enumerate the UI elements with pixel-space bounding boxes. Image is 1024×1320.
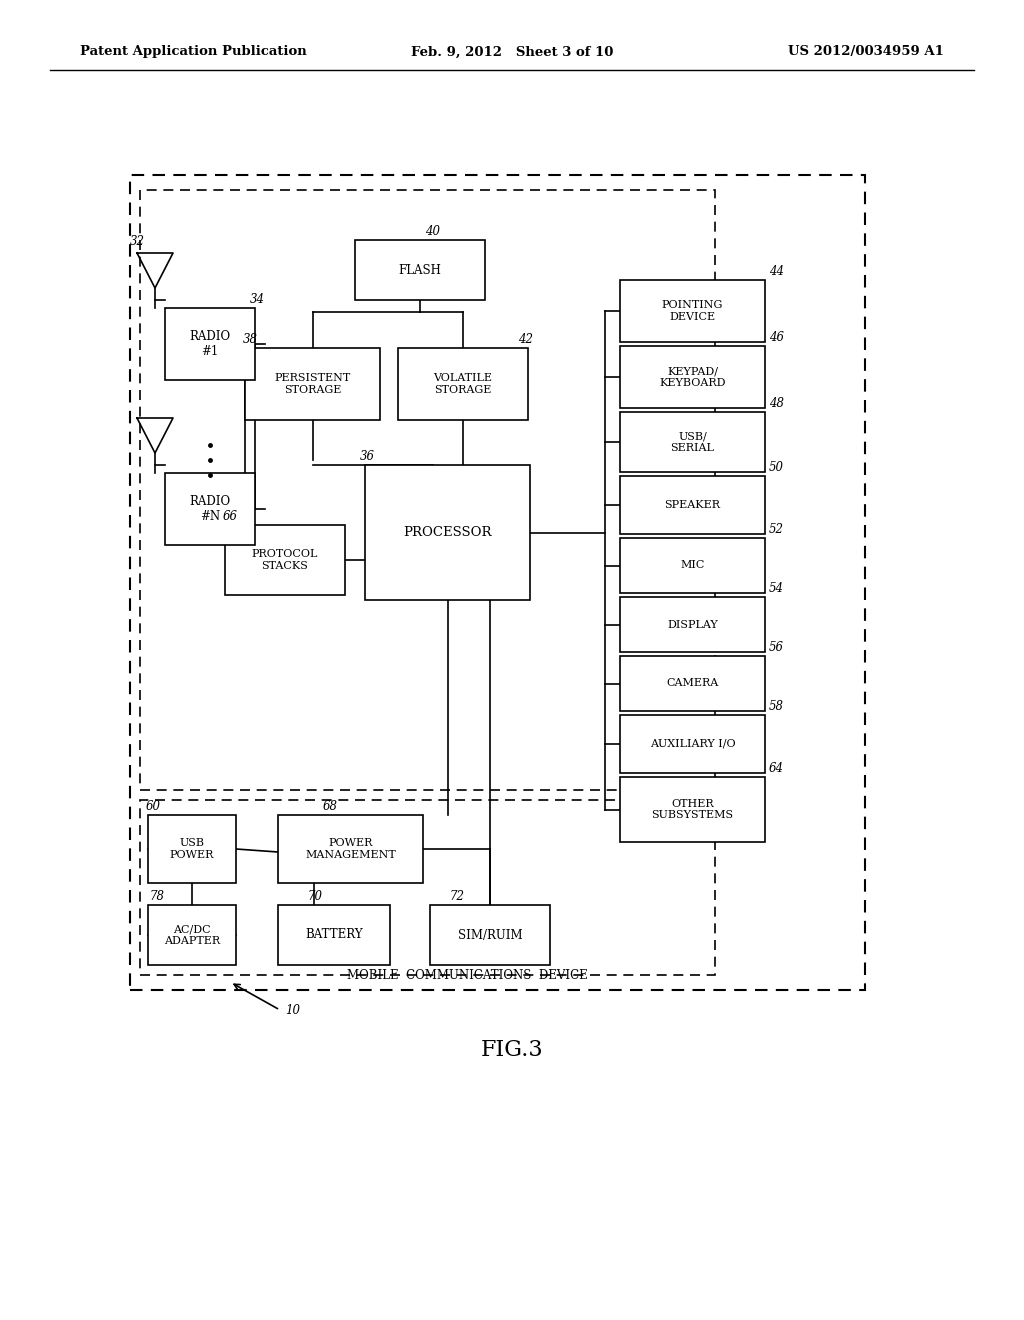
Bar [365,465,530,601]
Bar [148,906,236,965]
Text: Patent Application Publication: Patent Application Publication [80,45,307,58]
Bar [165,473,255,545]
Text: 44: 44 [769,265,784,279]
Bar [130,176,865,990]
Text: POINTING
DEVICE: POINTING DEVICE [662,300,723,322]
Bar [620,539,765,593]
Text: PROCESSOR: PROCESSOR [403,525,492,539]
Bar [430,906,550,965]
Bar [620,412,765,473]
Bar [620,346,765,408]
Bar [355,240,485,300]
Text: PROTOCOL
STACKS: PROTOCOL STACKS [252,549,318,570]
Bar [398,348,528,420]
Text: 42: 42 [518,333,534,346]
Text: 10: 10 [285,1005,300,1016]
Text: POWER
MANAGEMENT: POWER MANAGEMENT [305,838,396,859]
Bar [165,308,255,380]
Text: MOBILE  COMMUNICATIONS  DEVICE: MOBILE COMMUNICATIONS DEVICE [347,969,588,982]
Text: US 2012/0034959 A1: US 2012/0034959 A1 [788,45,944,58]
Text: 38: 38 [243,333,258,346]
Text: 48: 48 [769,397,784,411]
Text: MIC: MIC [680,561,705,570]
Text: BATTERY: BATTERY [305,928,362,941]
Text: 40: 40 [425,224,440,238]
Text: 64: 64 [769,762,784,775]
Text: 36: 36 [360,450,375,463]
Text: USB
POWER: USB POWER [170,838,214,859]
Text: 34: 34 [250,293,265,306]
Text: PERSISTENT
STORAGE: PERSISTENT STORAGE [274,374,350,395]
Bar [140,190,715,789]
Bar [620,715,765,774]
Text: KEYPAD/
KEYBOARD: KEYPAD/ KEYBOARD [659,366,726,388]
Text: FIG.3: FIG.3 [480,1039,544,1061]
Bar [225,525,345,595]
Bar [620,777,765,842]
Text: AC/DC
ADAPTER: AC/DC ADAPTER [164,924,220,946]
Text: 72: 72 [450,890,465,903]
Text: 54: 54 [769,582,784,595]
Text: 60: 60 [146,800,161,813]
Bar [140,800,715,975]
Text: USB/
SERIAL: USB/ SERIAL [671,432,715,453]
Text: SPEAKER: SPEAKER [665,500,721,510]
Bar [148,814,236,883]
Text: DISPLAY: DISPLAY [667,619,718,630]
Text: FLASH: FLASH [398,264,441,276]
Text: AUXILIARY I/O: AUXILIARY I/O [649,739,735,748]
Text: RADIO
#1: RADIO #1 [189,330,230,358]
Text: 58: 58 [769,700,784,713]
Bar [620,477,765,535]
Bar [278,906,390,965]
Text: 70: 70 [308,890,323,903]
Text: VOLATILE
STORAGE: VOLATILE STORAGE [433,374,493,395]
Text: 66: 66 [223,510,238,523]
Bar [620,597,765,652]
Text: 68: 68 [323,800,338,813]
Text: 56: 56 [769,642,784,653]
Bar [278,814,423,883]
Text: RADIO
#N: RADIO #N [189,495,230,523]
Text: 46: 46 [769,331,784,345]
Bar [620,656,765,711]
Text: Feb. 9, 2012   Sheet 3 of 10: Feb. 9, 2012 Sheet 3 of 10 [411,45,613,58]
Text: SIM/RUIM: SIM/RUIM [458,928,522,941]
Text: 32: 32 [130,235,145,248]
Text: 52: 52 [769,523,784,536]
Text: OTHER
SUBSYSTEMS: OTHER SUBSYSTEMS [651,799,733,820]
Text: 78: 78 [150,890,165,903]
Text: 50: 50 [769,461,784,474]
Text: CAMERA: CAMERA [667,678,719,689]
Bar [245,348,380,420]
Bar [620,280,765,342]
